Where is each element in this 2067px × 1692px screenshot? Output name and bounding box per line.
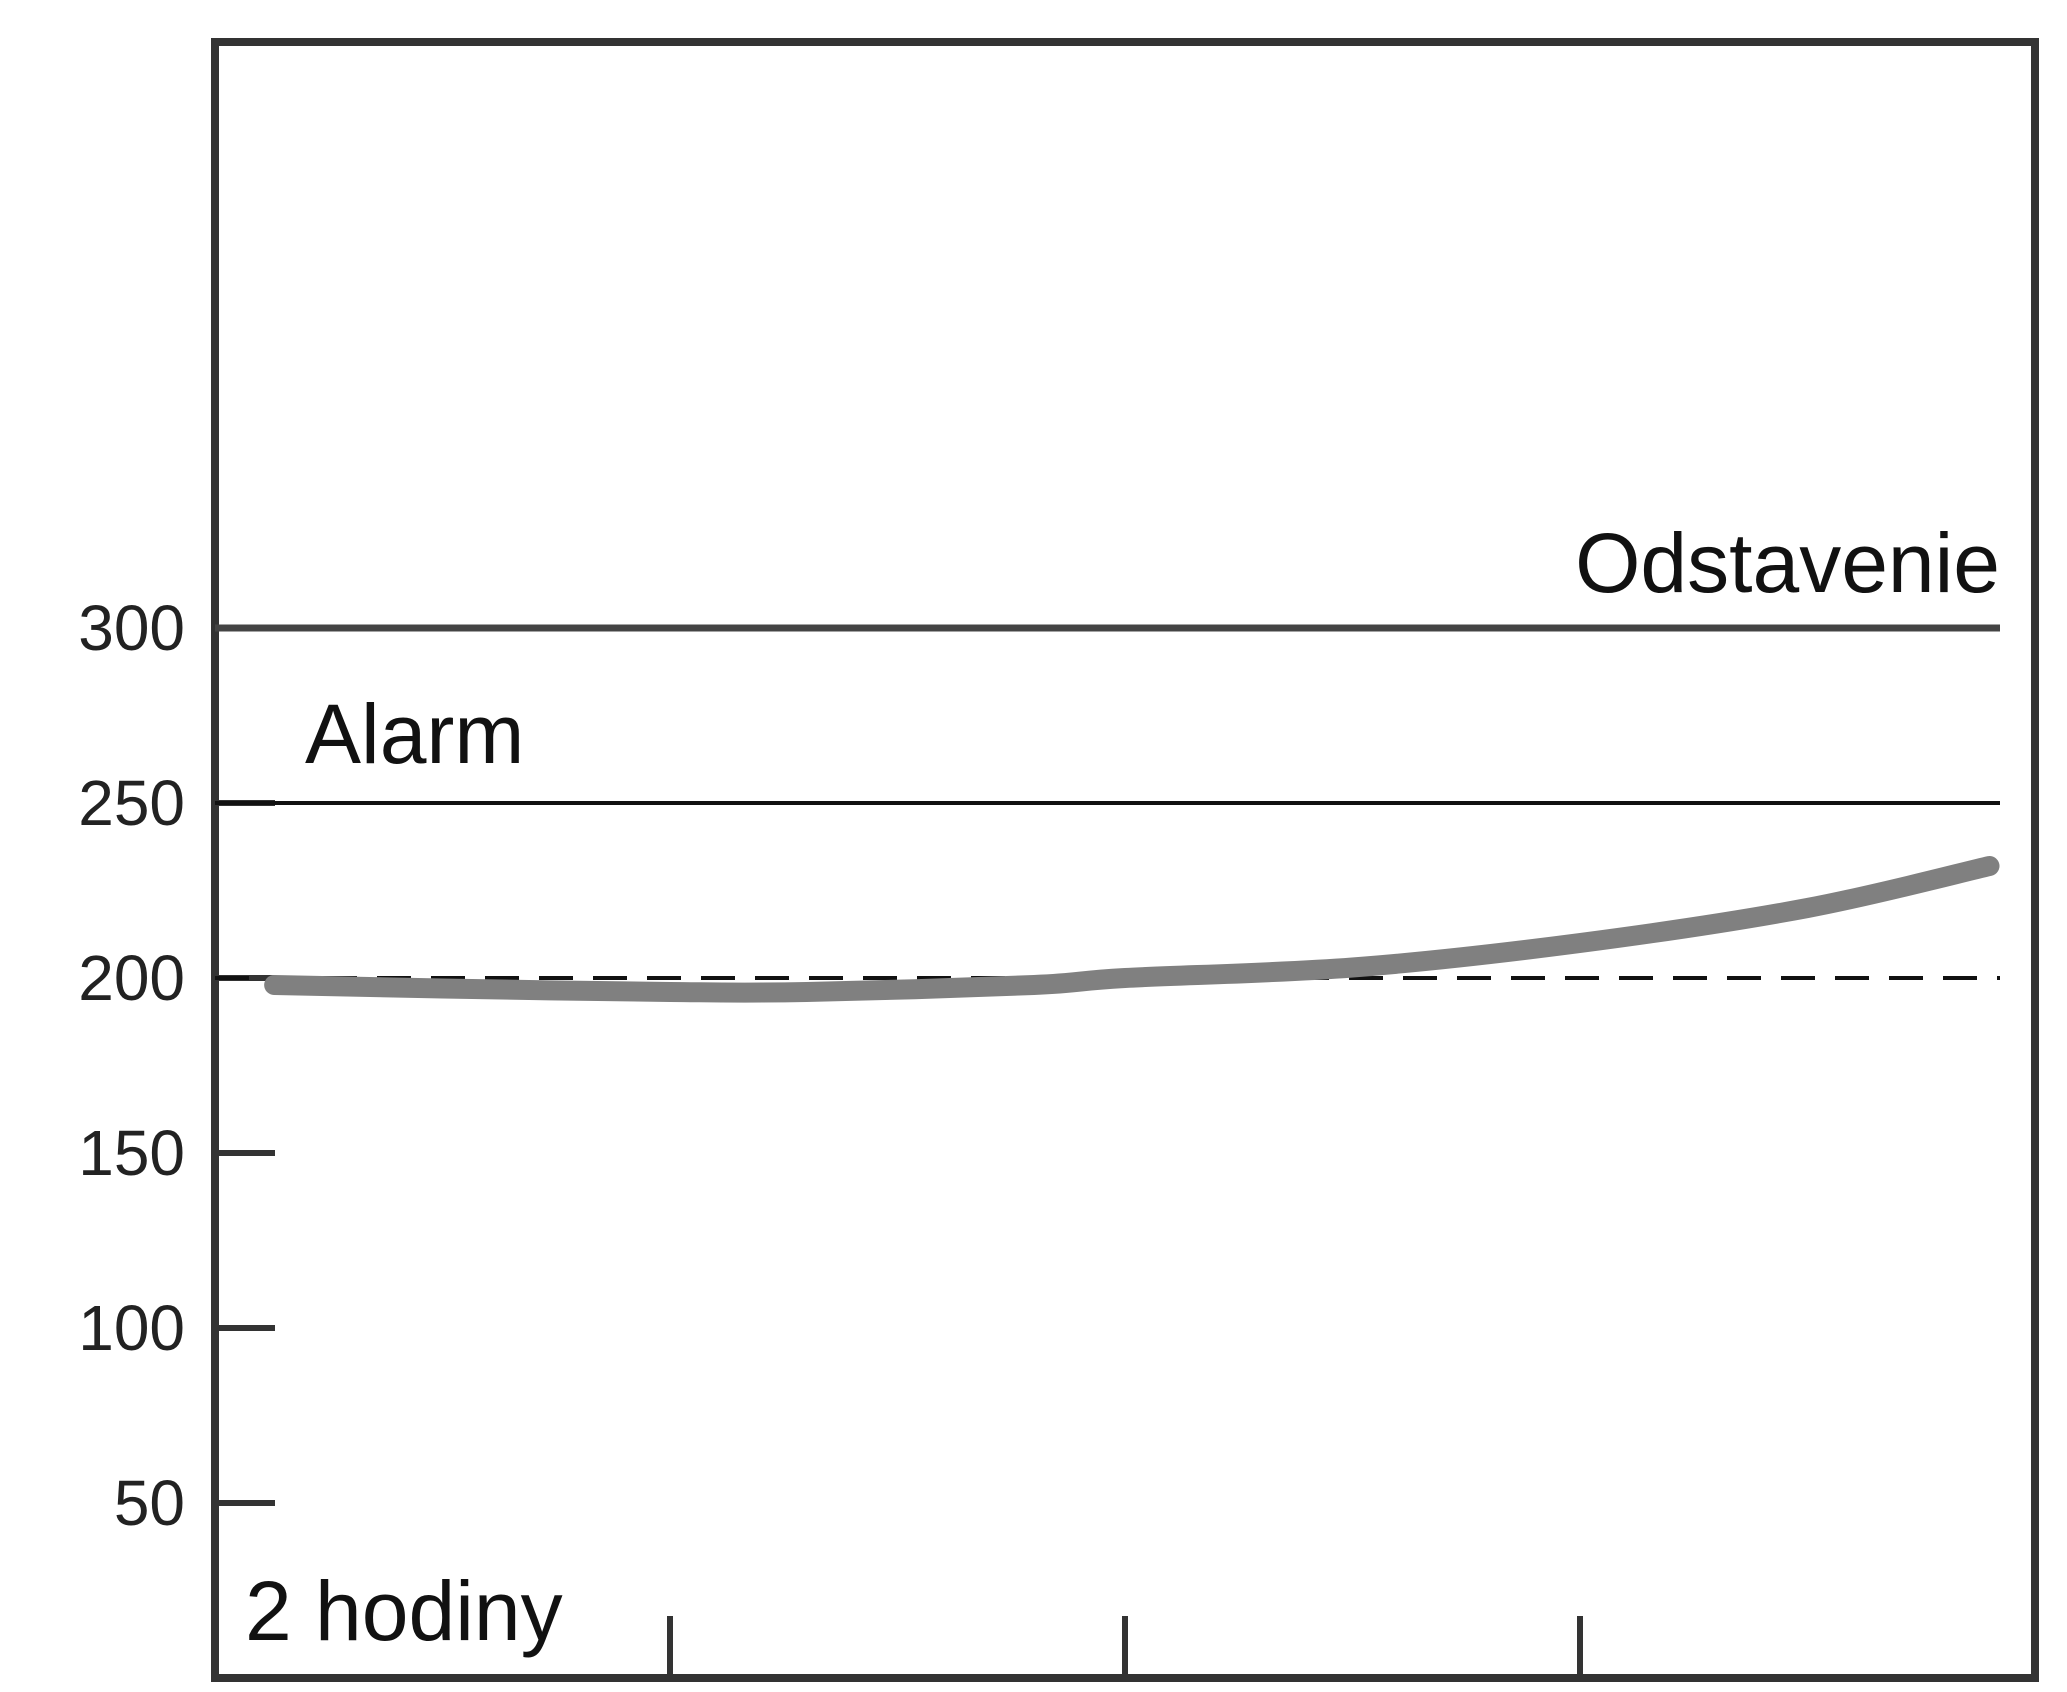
y-tick-label-100: 100 [78,1292,185,1364]
y-tick-label-150: 150 [78,1117,185,1189]
y-axis-ticks: 50 100 150 200 250 300 [78,592,275,1539]
series-layer [264,856,2000,1003]
reference-lines: Odstavenie Alarm [215,516,2000,980]
plot-frame [211,38,2039,1682]
y-tick-label-300: 300 [78,592,185,664]
x-axis-ticks [667,1616,1583,1678]
y-tick-label-50: 50 [114,1467,185,1539]
reference-label-alarm: Alarm [305,687,524,781]
series-line-0 [264,856,2000,1003]
y-tick-label-250: 250 [78,767,185,839]
plot-border [211,38,2039,1682]
x-axis-label: 2 hodiny [245,1564,563,1658]
y-tick-label-200: 200 [78,942,185,1014]
reference-label-odstavenie: Odstavenie [1575,516,2000,610]
